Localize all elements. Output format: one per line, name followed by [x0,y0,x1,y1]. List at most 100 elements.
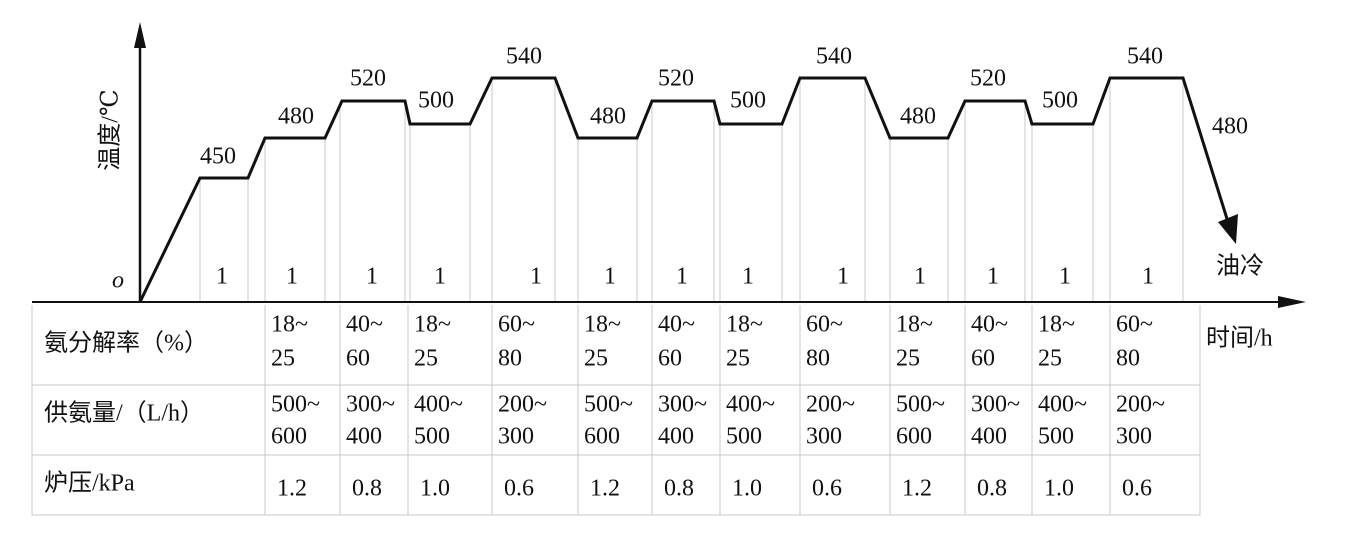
table-cell: 0.8 [352,476,382,502]
table-cell: 500 [414,424,450,450]
table-cell: 18~ [271,312,308,338]
duration-label: 1 [1142,264,1154,290]
table-cell: 300 [498,424,534,450]
table-cell: 25 [1038,346,1062,372]
table-cell: 400~ [414,392,463,418]
duration-label: 1 [604,264,616,290]
temperature-label: 520 [970,66,1006,92]
duration-label: 1 [530,264,542,290]
duration-label: 1 [742,264,754,290]
table-cell: 25 [896,346,920,372]
table-cell: 200~ [806,392,855,418]
table-cell: 60~ [1116,312,1153,338]
temperature-curve [138,76,1238,303]
table-cell: 200~ [498,392,547,418]
table-cell: 18~ [414,312,451,338]
table-cell: 500~ [271,392,320,418]
table-cell: 40~ [346,312,383,338]
table-cell: 400~ [1038,392,1087,418]
table-cell: 0.8 [664,476,694,502]
table-cell: 1.0 [732,476,762,502]
table-cell: 400 [346,424,382,450]
temperature-label: 520 [350,66,386,92]
table-cell: 60 [658,346,682,372]
table-cell: 1.2 [590,476,620,502]
table-cell: 1.0 [420,476,450,502]
table-cell: 0.6 [504,476,534,502]
temperature-label: 540 [1127,44,1163,70]
row-label: 氨分解率（%） [44,330,208,357]
temperature-label: 540 [506,44,542,70]
table-cell: 25 [271,346,295,372]
duration-label: 1 [434,264,446,290]
table-cell: 400 [971,424,1007,450]
table-cell: 1.0 [1044,476,1074,502]
table-cell: 25 [726,346,750,372]
table-cell: 80 [806,346,830,372]
duration-label: 1 [837,264,849,290]
table-cell: 600 [896,424,932,450]
table-cell: 40~ [971,312,1008,338]
table-cell: 0.6 [812,476,842,502]
table-cell: 60 [346,346,370,372]
table-cell: 500 [726,424,762,450]
table-cell: 400 [658,424,694,450]
table-cell: 500~ [584,392,633,418]
table-cell: 300~ [346,392,395,418]
table-cell: 18~ [584,312,621,338]
temperature-label: 500 [418,88,454,114]
x-axis-label: 时间/h [1206,325,1273,352]
y-axis-label: 温度/℃ [97,89,124,171]
table-cell: 60~ [498,312,535,338]
table-cell: 80 [498,346,522,372]
temperature-label: 480 [590,104,626,130]
table-cell: 1.2 [277,476,307,502]
cooling-label: 油冷 [1216,253,1264,280]
duration-label: 1 [676,264,688,290]
duration-label: 1 [366,264,378,290]
table-cell: 60 [971,346,995,372]
table-cell: 600 [271,424,307,450]
duration-label: 1 [216,264,228,290]
table-cell: 18~ [726,312,763,338]
row-label: 供氨量/（L/h） [44,400,204,427]
temperature-label: 480 [1212,114,1248,140]
table-cell: 0.6 [1122,476,1152,502]
table-cell: 300~ [658,392,707,418]
table-cell: 18~ [896,312,933,338]
table-cell: 500 [1038,424,1074,450]
table-cell: 40~ [658,312,695,338]
table-grid [31,305,1201,516]
duration-label: 1 [286,264,298,290]
duration-label: 1 [1059,264,1071,290]
table-cell: 500~ [896,392,945,418]
axes [32,22,1306,308]
table-cell: 60~ [806,312,843,338]
table-cell: 400~ [726,392,775,418]
table-cell: 25 [584,346,608,372]
table-cell: 600 [584,424,620,450]
table-cell: 25 [414,346,438,372]
labels: 450 480 520 500 540 480 520 500 540 480 520 500 540 4… [44,44,1248,502]
table-cell: 0.8 [977,476,1007,502]
origin-label: o [112,268,124,294]
temperature-label: 480 [900,104,936,130]
duration-label: 1 [914,264,926,290]
temperature-label: 540 [816,44,852,70]
temperature-label: 480 [278,104,314,130]
table-cell: 200~ [1116,392,1165,418]
row-label: 炉压/kPa [44,470,135,497]
temperature-label: 500 [1042,88,1078,114]
table-cell: 80 [1116,346,1140,372]
grid-lines [199,78,1184,302]
table-cell: 18~ [1038,312,1075,338]
table-cell: 1.2 [902,476,932,502]
table-cell: 300~ [971,392,1020,418]
temperature-label: 520 [658,66,694,92]
table-cell: 300 [1116,424,1152,450]
table-cell: 300 [806,424,842,450]
temperature-label: 500 [730,88,766,114]
duration-label: 1 [987,264,999,290]
temperature-label: 450 [200,144,236,170]
